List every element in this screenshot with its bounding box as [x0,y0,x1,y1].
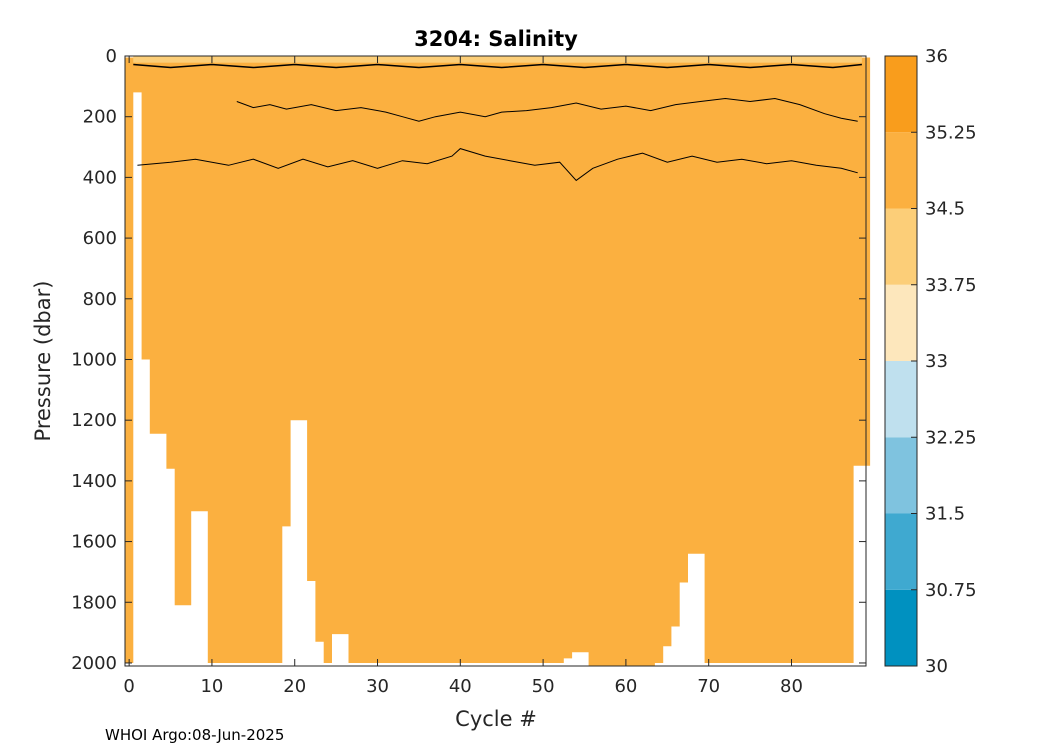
y-tick-label: 1200 [71,410,117,431]
y-tick-label: 1400 [71,471,117,492]
x-tick-label: 50 [532,676,555,697]
colorbar-segment [885,208,917,285]
x-tick-label: 0 [123,676,134,697]
colorbar-tick-label: 32.25 [925,427,977,448]
footer-credit: WHOI Argo:08-Jun-2025 [105,726,284,744]
colorbar-segment [885,361,917,438]
colorbar-segment [885,513,917,590]
colorbar-segment [885,437,917,514]
y-tick-label: 0 [106,46,117,67]
colorbar-segment [885,589,917,666]
surface-fresh-layer [133,56,862,63]
y-tick-label: 2000 [71,653,117,674]
y-axis-label: Pressure (dbar) [31,281,55,442]
y-tick-label: 200 [83,107,117,128]
colorbar-tick-label: 33.75 [925,275,977,296]
colorbar-segment [885,56,917,133]
chart-title: 3204: Salinity [414,27,578,51]
colorbar: 30 30.75 31.5 32.25 33 33.75 34.5 35.25 36 [884,46,977,677]
x-tick-label: 30 [366,676,389,697]
x-tick-label: 60 [614,676,637,697]
contour-line-upper [236,97,858,122]
y-tick-label: 400 [83,167,117,188]
colorbar-tick-label: 30 [925,656,948,677]
x-tick-label: 40 [449,676,472,697]
colorbar-segment [885,284,917,361]
x-axis-label: Cycle # [455,707,537,731]
plot-frame [124,55,867,667]
colorbar-segment [885,132,917,209]
colorbar-tick-label: 30.75 [925,580,977,601]
colorbar-tick-label: 34.5 [925,199,965,220]
y-tick-label: 1600 [71,532,117,553]
surface-variability-band [133,56,862,69]
salinity-fill-region [125,57,871,666]
colorbar-tick-label: 36 [925,46,948,67]
colorbar-tick-label: 33 [925,351,948,372]
y-tick-label: 1000 [71,349,117,370]
colorbar-tick-label: 35.25 [925,122,977,143]
y-tick-label: 800 [83,289,117,310]
colorbar-tick-label: 31.5 [925,504,965,525]
y-tick-label: 1800 [71,592,117,613]
plot-area [124,55,871,667]
x-tick-label: 70 [697,676,720,697]
x-axis-ticks: 0 10 20 30 40 50 60 70 80 [123,56,803,697]
y-tick-label: 600 [83,228,117,249]
contour-line-lower [137,148,858,182]
x-tick-label: 20 [283,676,306,697]
x-tick-label: 80 [780,676,803,697]
surface-contour-line [133,63,862,69]
y-axis-ticks: 0 200 400 600 800 1000 1200 1400 1600 1800 2000 [71,46,866,674]
x-tick-label: 10 [200,676,223,697]
